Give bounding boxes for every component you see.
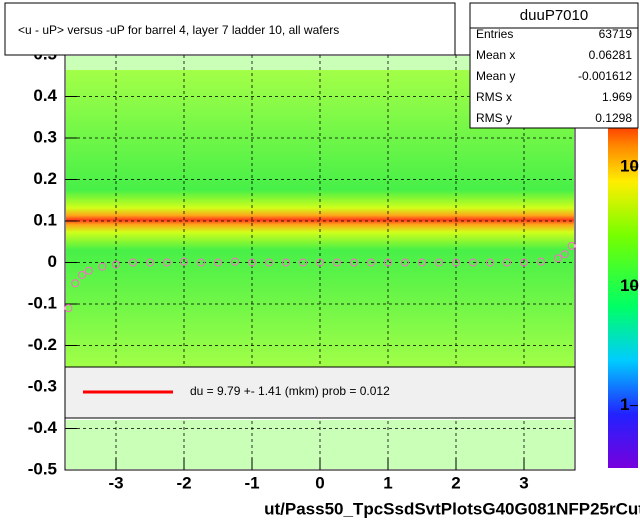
profile-point	[282, 258, 290, 267]
profile-point	[503, 258, 511, 267]
stats-value: 63719	[599, 27, 633, 41]
profile-point	[452, 258, 460, 267]
stats-label: Mean x	[476, 48, 515, 62]
profile-point	[98, 262, 107, 271]
profile-point	[560, 250, 569, 259]
profile-point	[401, 258, 409, 267]
stats-box	[469, 2, 639, 129]
x-tick-label: -2	[176, 473, 191, 492]
x-tick-label: 1	[383, 473, 392, 492]
y-tick-label: 0.1	[33, 210, 57, 229]
color-bar	[608, 110, 638, 468]
profile-point	[214, 258, 222, 267]
profile-point	[112, 260, 120, 269]
profile-point	[384, 258, 392, 267]
footer: ut/Pass50_TpcSsdSvtPlotsG40G081NFP25rCut…	[264, 499, 640, 518]
y-tick-label: -0.2	[28, 335, 57, 354]
profile-point	[299, 258, 307, 267]
profile-point	[567, 241, 576, 250]
profile-point	[248, 258, 256, 267]
y-tick-label: 0.4	[33, 86, 57, 105]
stats-value: 1.969	[602, 90, 632, 104]
profile-point	[163, 258, 171, 267]
profile-point	[367, 258, 375, 267]
y-tick-label: -0.3	[28, 376, 57, 395]
z-tick-label: 10	[620, 276, 639, 295]
z-tick-label: 10	[620, 156, 639, 175]
profile-point	[180, 257, 188, 266]
profile-point	[78, 270, 86, 279]
stats-label: RMS y	[476, 111, 512, 125]
stats-value: 0.06281	[589, 48, 633, 62]
profile-point	[333, 258, 341, 267]
profile-point	[265, 258, 273, 267]
profile-point	[418, 258, 426, 267]
stats-label: RMS x	[476, 90, 512, 104]
y-tick-label: -0.4	[28, 418, 58, 437]
legend-label: du = 9.79 +- 1.41 (mkm) prob = 0.012	[190, 384, 390, 398]
stats-name: duuP7010	[520, 7, 588, 24]
profile-point	[486, 258, 494, 267]
profile-point	[146, 258, 154, 267]
profile-point	[520, 258, 528, 267]
profile-point	[129, 258, 137, 267]
profile-point	[64, 304, 73, 313]
profile-point	[554, 254, 562, 263]
x-tick-label: -1	[244, 473, 259, 492]
x-tick-label: -3	[108, 473, 123, 492]
profile-point	[84, 266, 93, 275]
chart-title: <u - uP> versus -uP for barrel 4, layer …	[18, 23, 339, 37]
profile-point	[435, 258, 443, 267]
y-tick-label: 0.2	[33, 169, 57, 188]
profile-point	[316, 258, 324, 267]
x-tick-label: 3	[519, 473, 528, 492]
title-box	[4, 2, 456, 56]
y-tick-label: 0	[48, 252, 57, 271]
profile-point	[537, 257, 545, 266]
profile-point	[350, 258, 358, 267]
y-tick-label: -0.5	[28, 459, 57, 478]
y-tick-label: 0.3	[33, 127, 57, 146]
z-tick-label: 1	[620, 395, 629, 414]
x-tick-label: 2	[451, 473, 460, 492]
stats-value: 0.1298	[595, 111, 632, 125]
stats-value: -0.001612	[578, 69, 632, 83]
stats-label: Mean y	[476, 69, 515, 83]
profile-point	[469, 258, 477, 267]
stats-label: Entries	[476, 27, 513, 41]
x-tick-label: 0	[315, 473, 324, 492]
profile-point	[231, 257, 239, 266]
profile-point	[197, 258, 205, 267]
profile-point	[71, 279, 80, 288]
y-tick-label: -0.1	[28, 293, 57, 312]
